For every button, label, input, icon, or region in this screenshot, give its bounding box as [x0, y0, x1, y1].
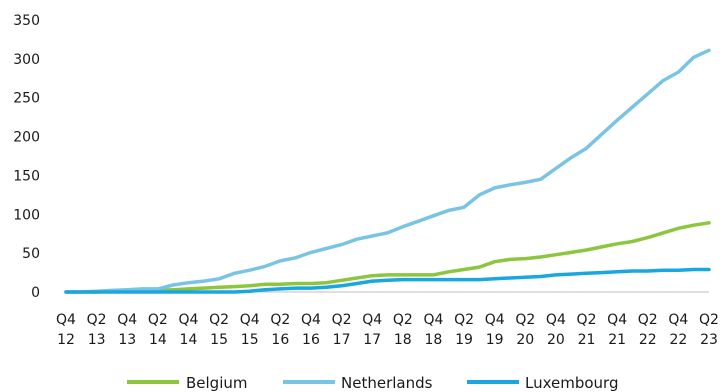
x-tick-year: 14 [180, 332, 198, 348]
x-tick-label: Q2 18 [393, 312, 413, 348]
x-tick-year: 22 [639, 332, 657, 348]
x-tick-label: Q2 14 [148, 312, 168, 348]
x-tick-year: 20 [547, 332, 565, 348]
x-tick-year: 14 [149, 332, 167, 348]
series-line-belgium [64, 221, 711, 294]
x-tick-label: Q2 13 [87, 312, 107, 348]
x-tick-quarter: Q2 [148, 312, 168, 328]
y-tick-label: 0 [31, 285, 40, 301]
x-tick-year: 18 [425, 332, 443, 348]
x-tick-label: Q2 21 [577, 312, 597, 348]
x-tick-label: Q2 16 [270, 312, 290, 348]
x-tick-label: Q4 17 [362, 312, 382, 348]
x-tick-quarter: Q2 [209, 312, 229, 328]
x-tick-quarter: Q2 [454, 312, 474, 328]
x-tick-quarter: Q4 [56, 312, 76, 328]
x-tick-year: 17 [333, 332, 351, 348]
x-tick-label: Q2 15 [209, 312, 229, 348]
legend-label-belgium: Belgium [186, 374, 248, 392]
x-tick-quarter: Q4 [301, 312, 321, 328]
legend-label-netherlands: Netherlands [341, 374, 433, 392]
y-tick-label: 150 [13, 168, 40, 184]
x-tick-label: Q4 15 [240, 312, 260, 348]
x-tick-year: 19 [455, 332, 473, 348]
x-tick-year: 18 [394, 332, 412, 348]
x-tick-label: Q2 22 [638, 312, 658, 348]
x-tick-label: Q2 17 [332, 312, 352, 348]
x-tick-quarter: Q4 [607, 312, 627, 328]
x-tick-year: 20 [516, 332, 534, 348]
x-tick-quarter: Q4 [423, 312, 443, 328]
x-tick-label: Q4 22 [668, 312, 688, 348]
y-tick-label: 300 [13, 52, 40, 68]
x-tick-year: 13 [118, 332, 136, 348]
x-tick-label: Q4 19 [485, 312, 505, 348]
x-tick-year: 13 [88, 332, 106, 348]
x-tick-year: 21 [608, 332, 626, 348]
x-tick-year: 17 [363, 332, 381, 348]
y-tick-label: 100 [13, 207, 40, 223]
y-tick-label: 250 [13, 91, 40, 107]
x-tick-label: Q4 16 [301, 312, 321, 348]
x-tick-quarter: Q2 [699, 312, 719, 328]
x-tick-quarter: Q2 [515, 312, 535, 328]
x-tick-year: 22 [669, 332, 687, 348]
x-tick-quarter: Q2 [577, 312, 597, 328]
x-tick-label: Q4 18 [423, 312, 443, 348]
x-tick-quarter: Q4 [485, 312, 505, 328]
x-tick-quarter: Q4 [179, 312, 199, 328]
x-tick-year: 12 [57, 332, 75, 348]
x-tick-quarter: Q4 [117, 312, 137, 328]
x-tick-label: Q4 21 [607, 312, 627, 348]
x-tick-label: Q2 23 [699, 312, 719, 348]
x-tick-year: 19 [486, 332, 504, 348]
x-tick-label: Q4 12 [56, 312, 76, 348]
x-tick-quarter: Q4 [362, 312, 382, 328]
x-tick-year: 15 [241, 332, 259, 348]
y-tick-label: 350 [13, 13, 40, 29]
x-tick-year: 21 [578, 332, 596, 348]
x-tick-quarter: Q2 [332, 312, 352, 328]
x-tick-quarter: Q4 [240, 312, 260, 328]
x-tick-quarter: Q2 [638, 312, 658, 328]
y-axis: 0 50 100 150 200 250 300 350 [13, 13, 40, 301]
x-tick-quarter: Q2 [270, 312, 290, 328]
y-tick-label: 200 [13, 130, 40, 146]
x-tick-label: Q4 14 [179, 312, 199, 348]
x-tick-year: 15 [210, 332, 228, 348]
x-tick-label: Q4 13 [117, 312, 137, 348]
x-tick-quarter: Q4 [668, 312, 688, 328]
plot-area [64, 48, 711, 294]
y-tick-label: 50 [22, 246, 40, 262]
x-tick-year: 16 [271, 332, 289, 348]
x-tick-label: Q2 20 [515, 312, 535, 348]
x-tick-quarter: Q2 [393, 312, 413, 328]
legend-label-luxembourg: Luxembourg [525, 374, 619, 392]
x-tick-year: 16 [302, 332, 320, 348]
x-tick-label: Q2 19 [454, 312, 474, 348]
x-tick-label: Q4 20 [546, 312, 566, 348]
x-tick-quarter: Q2 [87, 312, 107, 328]
series-line-luxembourg [64, 267, 711, 294]
x-tick-year: 23 [700, 332, 718, 348]
x-tick-quarter: Q4 [546, 312, 566, 328]
legend: Belgium Netherlands Luxembourg [127, 374, 619, 392]
series-line-netherlands [64, 48, 711, 294]
